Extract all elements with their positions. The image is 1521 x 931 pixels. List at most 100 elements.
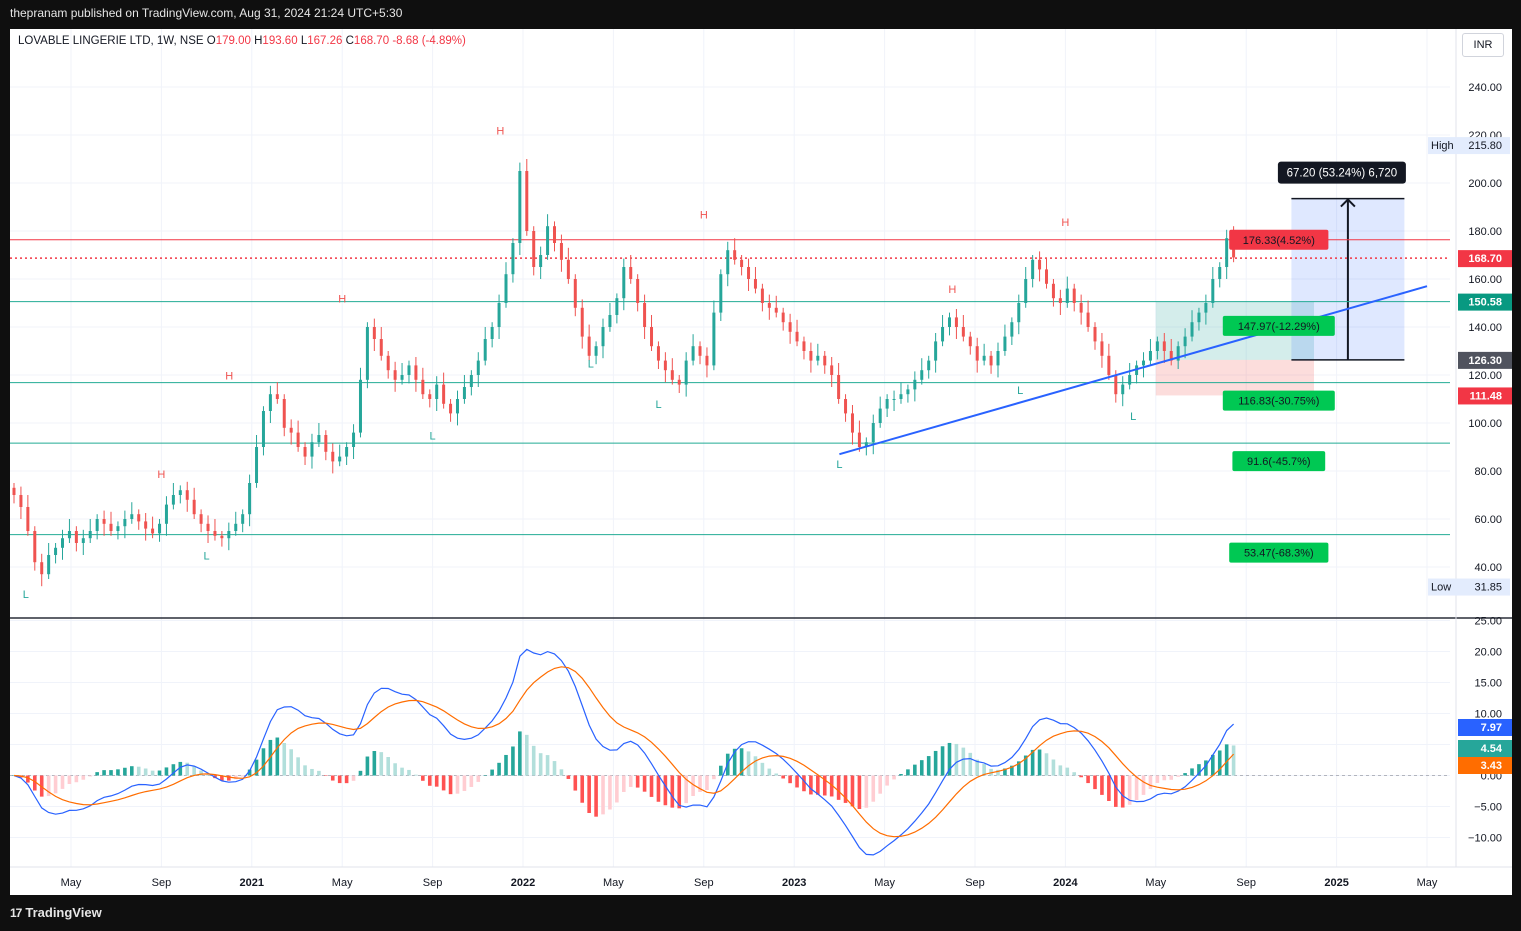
candle-body — [1045, 269, 1049, 284]
histogram-bar — [386, 757, 390, 776]
entry-price-tag: 126.30 — [1468, 355, 1502, 367]
histogram-bar — [497, 762, 501, 776]
candle-body — [885, 399, 889, 409]
histogram-bar — [1127, 775, 1132, 805]
candle-body — [248, 483, 252, 515]
price-tick-label: 100.00 — [1468, 418, 1502, 430]
candle-body — [19, 495, 23, 507]
low-label: L — [300, 35, 308, 47]
histogram-bar — [788, 775, 792, 784]
candle-body — [615, 298, 619, 315]
histogram-bar — [940, 746, 945, 776]
candle-body — [934, 341, 938, 361]
candle-body — [469, 375, 473, 387]
histogram-bar — [143, 768, 148, 776]
candle-body — [338, 456, 342, 462]
candle-body — [1225, 238, 1229, 267]
candle-body — [864, 442, 868, 447]
candle-body — [1107, 355, 1111, 375]
histogram-bar — [317, 770, 321, 776]
price-tick-label: 240.00 — [1468, 82, 1502, 94]
histogram-bar — [421, 775, 425, 781]
symbol-legend: LOVABLE LINGERIE LTD, 1W, NSE O179.00 H1… — [18, 35, 466, 47]
histogram-bar — [871, 775, 876, 802]
histogram-bar — [1169, 775, 1174, 780]
histogram-bar — [1113, 775, 1118, 807]
candle-body — [358, 379, 362, 433]
candle-body — [137, 514, 141, 522]
candle-body — [171, 495, 175, 505]
candle-body — [740, 259, 744, 267]
histogram-bar — [53, 775, 58, 794]
candle-body — [206, 523, 210, 531]
candle-body — [67, 531, 71, 539]
candle-body — [622, 267, 626, 299]
candle-body — [733, 250, 737, 260]
currency-button[interactable]: INR — [1462, 33, 1504, 57]
low-marker-value: 31.85 — [1474, 582, 1502, 594]
histogram-bar — [1037, 749, 1042, 776]
histogram-bar — [996, 769, 1000, 776]
candle-body — [199, 514, 203, 524]
level-badge-text: 53.47(-68.3%) — [1244, 548, 1314, 560]
time-tick-label: May — [874, 877, 895, 889]
histogram-bar — [774, 773, 779, 776]
histogram-bar — [594, 775, 598, 817]
candle-body — [1003, 336, 1007, 351]
candle-body — [1121, 384, 1125, 395]
level-badge — [1229, 229, 1329, 250]
histogram-bar — [691, 775, 695, 796]
candle-body — [684, 360, 688, 385]
candle-body — [12, 487, 16, 495]
candle-body — [81, 538, 85, 543]
histogram-bar — [524, 734, 529, 776]
candle-body — [663, 360, 667, 371]
candle-body — [1024, 279, 1028, 303]
time-tick-label: May — [332, 877, 353, 889]
level-badge-text: 116.83(-30.75%) — [1238, 396, 1319, 408]
histogram-bar — [261, 748, 266, 776]
histogram-bar — [185, 762, 190, 776]
level-badge — [1232, 451, 1326, 472]
candle-body — [255, 447, 259, 483]
candle-body — [601, 327, 605, 347]
candle-body — [1017, 303, 1021, 323]
time-tick-label: May — [61, 877, 82, 889]
histogram-bar — [199, 770, 203, 776]
histogram-bar — [275, 737, 280, 776]
histogram-bar — [781, 775, 785, 779]
histogram-bar — [358, 770, 363, 776]
swing-high-label: H — [496, 126, 504, 138]
histogram-bar — [622, 775, 626, 792]
histogram-bar — [434, 775, 439, 787]
candle-body — [629, 267, 633, 279]
histogram-bar — [705, 775, 709, 791]
candle-body — [449, 403, 453, 414]
chart-canvas[interactable]: L H L H H L H L L H L H L H L 176.33(4.52%) 147.97(-12.2… — [10, 29, 1512, 895]
candle-body — [303, 447, 307, 457]
candle-body — [345, 447, 349, 457]
candle-body — [525, 171, 529, 231]
histogram-bar — [538, 753, 543, 776]
level-badge — [1222, 390, 1335, 411]
histogram-bar — [240, 775, 245, 777]
time-tick-label: Sep — [694, 877, 714, 889]
histogram-bar — [1148, 775, 1153, 790]
histogram-bar — [504, 754, 508, 776]
histogram-value-tag: 4.54 — [1481, 743, 1503, 755]
candle-body — [282, 399, 286, 428]
histogram-bar — [1141, 775, 1146, 795]
histogram-bar — [864, 775, 869, 808]
histogram-bar — [1204, 760, 1208, 776]
swing-high-label: H — [338, 294, 346, 306]
candle-body — [788, 322, 792, 332]
candle-body — [989, 355, 993, 366]
candle-body — [850, 413, 854, 433]
price-tick-label: 140.00 — [1468, 322, 1502, 334]
chart-area[interactable]: L H L H H L H L L H L H L H L 176.33(4.52%) 147.97(-12.2… — [10, 29, 1512, 895]
candle-body — [1093, 327, 1097, 342]
symbol-name[interactable]: LOVABLE LINGERIE LTD, 1W, NSE — [18, 35, 204, 47]
candle-body — [698, 346, 702, 356]
candle-body — [74, 531, 78, 543]
